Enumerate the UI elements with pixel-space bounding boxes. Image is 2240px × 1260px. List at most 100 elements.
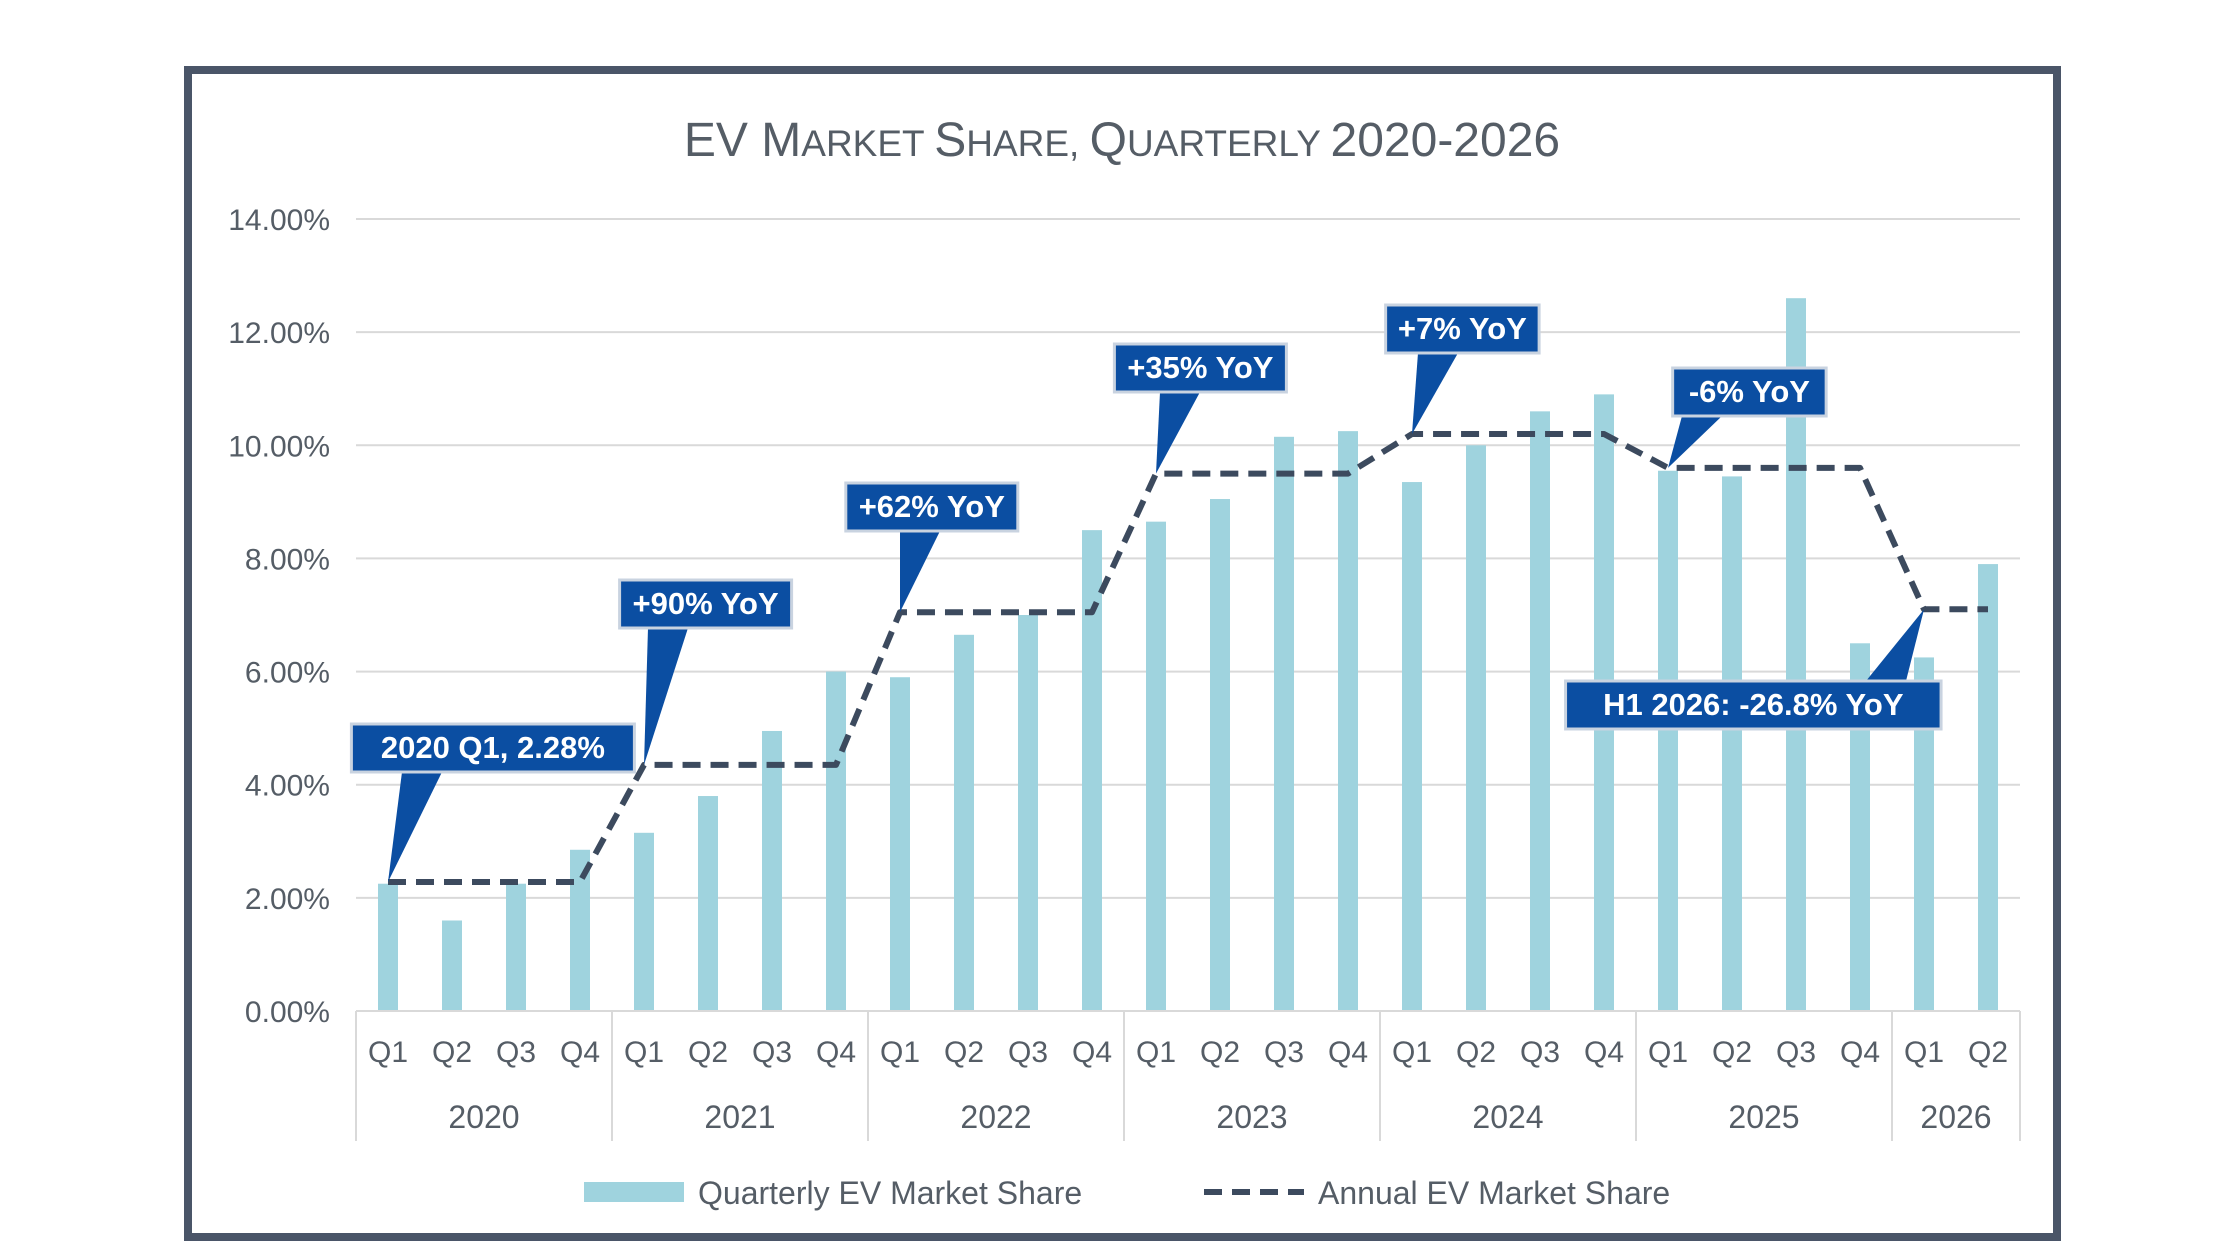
quarterly-bar <box>1722 476 1742 1011</box>
x-group-label: 2024 <box>1472 1099 1543 1135</box>
x-tick-label: Q1 <box>880 1036 920 1069</box>
title-part: Q <box>1090 114 1127 167</box>
x-tick-label: Q2 <box>1200 1036 1240 1069</box>
legend-label: Quarterly EV Market Share <box>698 1175 1082 1211</box>
title-part: EV <box>684 114 761 167</box>
callout-box <box>1671 366 1828 418</box>
callout-box <box>349 722 636 774</box>
quarterly-bar <box>890 677 910 1011</box>
title-part: 2020-2026 <box>1331 114 1561 167</box>
x-tick-label: Q2 <box>432 1036 472 1069</box>
callout-label: -6% YoY <box>1689 374 1810 409</box>
quarterly-bar <box>954 634 974 1011</box>
x-tick-label: Q1 <box>1904 1036 1944 1069</box>
y-tick-label: 6.00% <box>245 657 330 690</box>
callouts: 2020 Q1, 2.28% +90% YoY +62% YoY +35% YoY +7… <box>349 303 1943 883</box>
quarterly-bar <box>1082 530 1102 1011</box>
quarterly-bar <box>1146 521 1166 1011</box>
x-tick-label: Q1 <box>1136 1036 1176 1069</box>
quarterly-bar <box>1786 298 1806 1011</box>
x-group-label: 2023 <box>1216 1099 1287 1135</box>
y-tick-label: 8.00% <box>245 543 330 576</box>
quarterly-bar <box>506 883 526 1011</box>
y-tick-label: 10.00% <box>228 430 330 463</box>
x-tick-label: Q1 <box>1648 1036 1688 1069</box>
x-tick-label: Q3 <box>1520 1036 1560 1069</box>
quarterly-bar <box>634 832 654 1011</box>
callout: 2020 Q1, 2.28% <box>349 722 636 883</box>
callout: +90% YoY <box>618 578 794 765</box>
quarterly-bar <box>1530 411 1550 1011</box>
quarterly-bar <box>1914 657 1934 1011</box>
x-tick-label: Q4 <box>1584 1036 1624 1069</box>
quarterly-bar <box>1274 436 1294 1011</box>
x-tick-label: Q1 <box>1392 1036 1432 1069</box>
callout-pointer <box>1668 416 1722 468</box>
x-group-label: 2022 <box>960 1099 1031 1135</box>
gridlines <box>356 218 2020 899</box>
callout-box <box>844 481 1020 533</box>
x-group-label: 2025 <box>1728 1099 1799 1135</box>
callout-box <box>618 578 794 630</box>
title-part: HARE, <box>966 123 1089 164</box>
legend-bar-swatch <box>584 1182 684 1202</box>
callout-box <box>1112 342 1288 394</box>
quarterly-bar <box>570 849 590 1011</box>
callout: +35% YoY <box>1112 342 1288 474</box>
callout-label: +90% YoY <box>632 586 779 621</box>
title-part: M <box>761 114 801 167</box>
quarterly-bar <box>1658 470 1678 1011</box>
quarterly-bar <box>698 796 718 1011</box>
callout: H1 2026: -26.8% YoY <box>1564 609 1943 731</box>
x-tick-label: Q3 <box>496 1036 536 1069</box>
callout-pointer <box>644 628 688 765</box>
quarterly-bar <box>1402 482 1422 1011</box>
quarterly-bar <box>1338 431 1358 1012</box>
callout-pointer <box>900 531 940 613</box>
y-tick-label: 2.00% <box>245 883 330 916</box>
callout-label: +35% YoY <box>1127 350 1274 385</box>
x-tick-label: Q3 <box>1776 1036 1816 1069</box>
x-tick-label: Q3 <box>1264 1036 1304 1069</box>
chart-title: EV MARKET SHARE, QUARTERLY 2020-2026 <box>684 114 1560 167</box>
x-tick-label: Q4 <box>560 1036 600 1069</box>
title-part: UARTERLY <box>1127 123 1331 164</box>
quarterly-bar <box>1210 499 1230 1011</box>
x-tick-label: Q3 <box>752 1036 792 1069</box>
y-tick-label: 12.00% <box>228 317 330 350</box>
x-tick-label: Q2 <box>944 1036 984 1069</box>
callout-box <box>1384 303 1541 355</box>
x-group-label: 2020 <box>448 1099 519 1135</box>
quarterly-bar <box>1978 564 1998 1011</box>
y-tick-label: 0.00% <box>245 996 330 1029</box>
quarterly-bar <box>1850 643 1870 1011</box>
x-group-label: 2021 <box>704 1099 775 1135</box>
annual-line-series <box>388 431 1988 885</box>
x-tick-label: Q2 <box>1712 1036 1752 1069</box>
x-axis: Q1 Q2 Q3 Q4 2020 Q1 Q2 Q3 Q4 2021 Q1 Q2 Q3 Q4 2022 Q1 Q2… <box>355 1010 2021 1141</box>
quarterly-bar <box>1466 445 1486 1011</box>
annual-line <box>388 431 1988 885</box>
quarterly-bar <box>826 671 846 1011</box>
x-tick-label: Q4 <box>1328 1036 1368 1069</box>
x-tick-label: Q4 <box>816 1036 856 1069</box>
x-tick-label: Q3 <box>1008 1036 1048 1069</box>
callout-box <box>1564 679 1943 731</box>
quarterly-bar <box>1018 615 1038 1011</box>
callout-pointer <box>1866 609 1924 681</box>
x-tick-label: Q1 <box>368 1036 408 1069</box>
legend-label: Annual EV Market Share <box>1318 1175 1670 1211</box>
callout-pointer <box>388 772 442 883</box>
x-tick-label: Q2 <box>1456 1036 1496 1069</box>
title-part: S <box>934 114 966 167</box>
callout-pointer <box>1156 392 1200 474</box>
y-tick-label: 4.00% <box>245 770 330 803</box>
callout: +7% YoY <box>1384 303 1541 434</box>
callout: +62% YoY <box>844 481 1020 613</box>
x-tick-label: Q1 <box>624 1036 664 1069</box>
x-tick-label: Q4 <box>1072 1036 1112 1069</box>
title-part: ARKET <box>801 123 934 164</box>
callout-label: 2020 Q1, 2.28% <box>381 730 605 765</box>
callout: -6% YoY <box>1668 366 1828 468</box>
chart-frame: EV MARKET SHARE, QUARTERLY 2020-2026 0.0… <box>184 66 2061 1241</box>
